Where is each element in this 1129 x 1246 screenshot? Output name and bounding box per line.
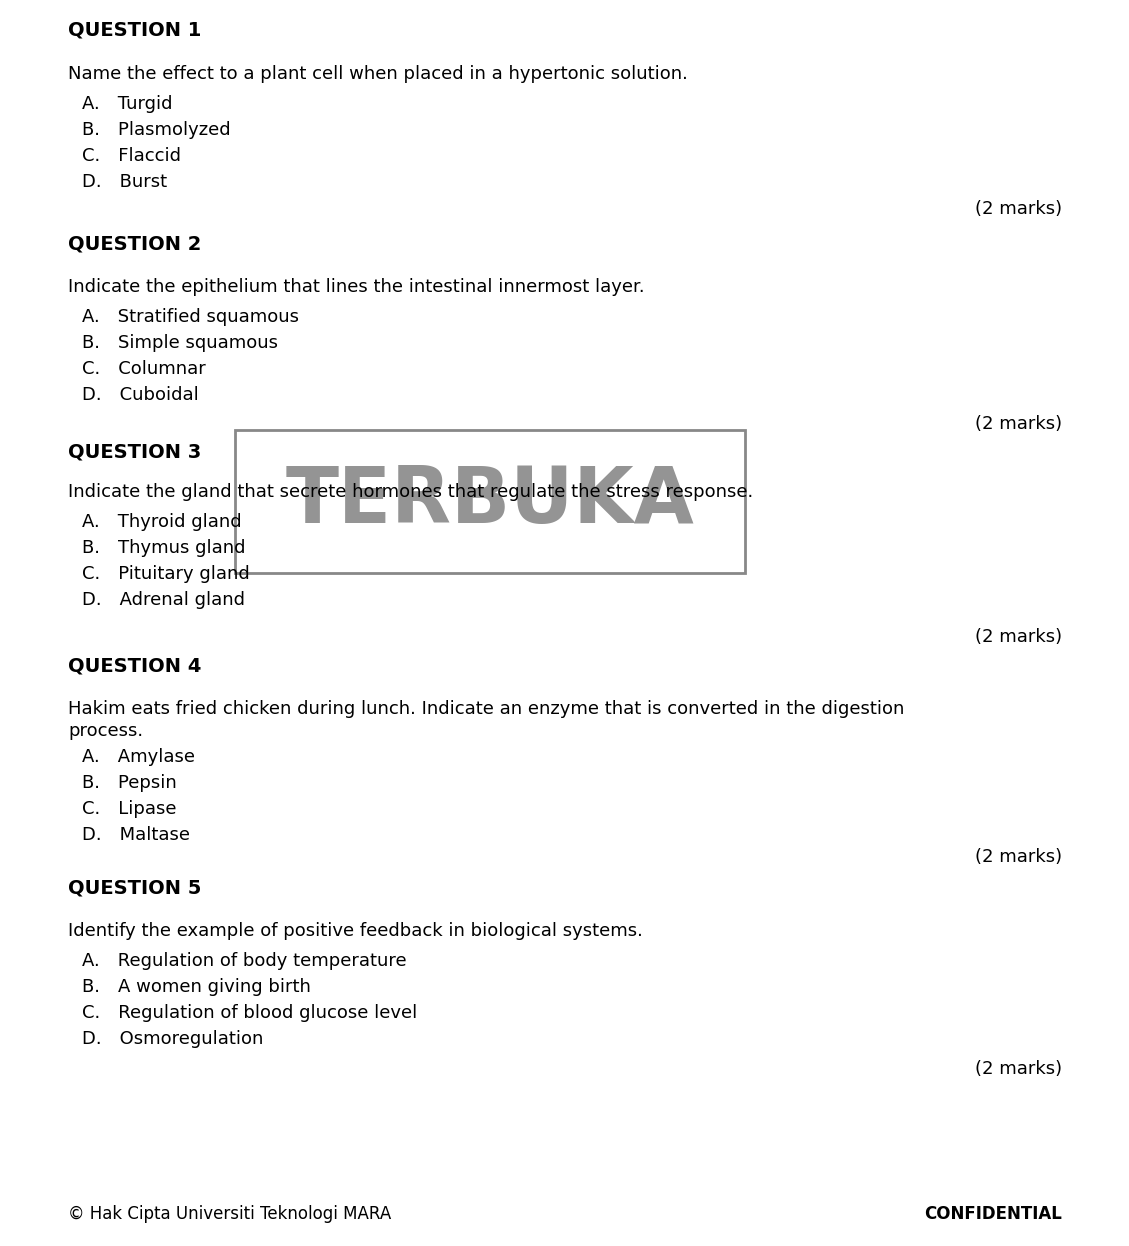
Text: (2 marks): (2 marks) — [974, 415, 1062, 434]
Text: A. Turgid: A. Turgid — [82, 95, 173, 113]
Text: (2 marks): (2 marks) — [974, 849, 1062, 866]
Text: QUESTION 5: QUESTION 5 — [68, 878, 201, 897]
Text: C. Pituitary gland: C. Pituitary gland — [82, 564, 250, 583]
Text: A. Regulation of body temperature: A. Regulation of body temperature — [82, 952, 406, 969]
Text: B. Plasmolyzed: B. Plasmolyzed — [82, 121, 230, 140]
Text: Name the effect to a plant cell when placed in a hypertonic solution.: Name the effect to a plant cell when pla… — [68, 65, 688, 83]
Text: CONFIDENTIAL: CONFIDENTIAL — [925, 1205, 1062, 1224]
Text: QUESTION 3: QUESTION 3 — [68, 444, 201, 462]
Text: A. Stratified squamous: A. Stratified squamous — [82, 308, 299, 326]
Text: C. Regulation of blood glucose level: C. Regulation of blood glucose level — [82, 1004, 418, 1022]
Text: D. Cuboidal: D. Cuboidal — [82, 386, 199, 404]
Text: B. Pepsin: B. Pepsin — [82, 774, 177, 792]
Text: Identify the example of positive feedback in biological systems.: Identify the example of positive feedbac… — [68, 922, 642, 939]
Text: Indicate the epithelium that lines the intestinal innermost layer.: Indicate the epithelium that lines the i… — [68, 278, 645, 297]
Text: (2 marks): (2 marks) — [974, 628, 1062, 645]
Text: B. Simple squamous: B. Simple squamous — [82, 334, 278, 353]
Text: Indicate the gland that secrete hormones that regulate the stress response.: Indicate the gland that secrete hormones… — [68, 483, 753, 501]
Text: QUESTION 4: QUESTION 4 — [68, 657, 201, 677]
Text: © Hak Cipta Universiti Teknologi MARA: © Hak Cipta Universiti Teknologi MARA — [68, 1205, 392, 1224]
Text: D. Adrenal gland: D. Adrenal gland — [82, 591, 245, 609]
Text: D. Osmoregulation: D. Osmoregulation — [82, 1030, 263, 1048]
Text: C. Columnar: C. Columnar — [82, 360, 205, 378]
Text: TERBUKA: TERBUKA — [286, 464, 694, 540]
Bar — [235, 430, 745, 573]
Text: A. Thyroid gland: A. Thyroid gland — [82, 513, 242, 531]
Text: D. Burst: D. Burst — [82, 173, 167, 191]
Text: B. Thymus gland: B. Thymus gland — [82, 540, 245, 557]
Text: Hakim eats fried chicken during lunch. Indicate an enzyme that is converted in t: Hakim eats fried chicken during lunch. I… — [68, 700, 904, 718]
Text: A. Amylase: A. Amylase — [82, 748, 195, 766]
Text: B. A women giving birth: B. A women giving birth — [82, 978, 310, 996]
Text: D. Maltase: D. Maltase — [82, 826, 190, 844]
Text: (2 marks): (2 marks) — [974, 1060, 1062, 1078]
Text: C. Flaccid: C. Flaccid — [82, 147, 181, 164]
Text: C. Lipase: C. Lipase — [82, 800, 176, 819]
Text: process.: process. — [68, 721, 143, 740]
Text: QUESTION 1: QUESTION 1 — [68, 20, 201, 39]
Text: (2 marks): (2 marks) — [974, 201, 1062, 218]
Text: QUESTION 2: QUESTION 2 — [68, 235, 201, 254]
